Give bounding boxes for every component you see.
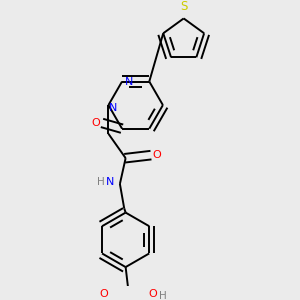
Text: N: N [106,177,114,187]
Text: N: N [125,76,134,86]
Text: O: O [148,289,157,299]
Text: O: O [92,118,100,128]
Text: N: N [109,103,117,113]
Text: H: H [97,177,104,187]
Text: S: S [180,0,188,13]
Text: O: O [153,150,161,160]
Text: H: H [159,291,167,300]
Text: O: O [99,289,108,299]
